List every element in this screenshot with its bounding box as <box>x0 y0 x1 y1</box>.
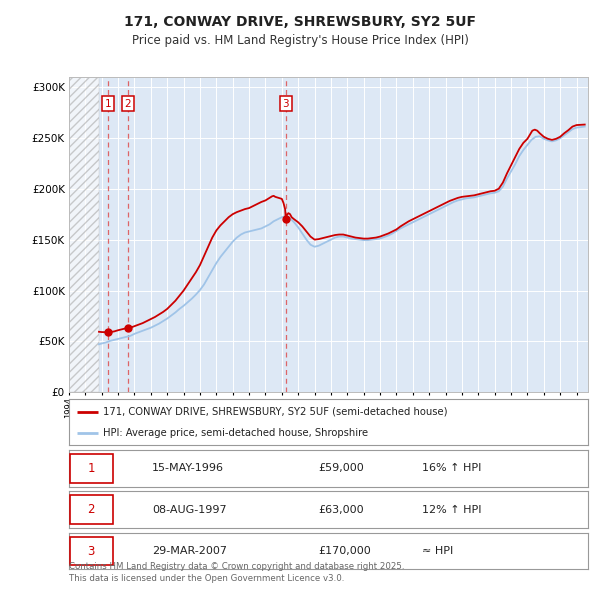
Text: HPI: Average price, semi-detached house, Shropshire: HPI: Average price, semi-detached house,… <box>103 428 368 438</box>
Text: £59,000: £59,000 <box>318 464 364 473</box>
Text: 08-AUG-1997: 08-AUG-1997 <box>152 505 227 514</box>
Text: 1: 1 <box>104 99 111 109</box>
Text: 12% ↑ HPI: 12% ↑ HPI <box>422 505 481 514</box>
Text: 2: 2 <box>125 99 131 109</box>
Text: 15-MAY-1996: 15-MAY-1996 <box>152 464 224 473</box>
Bar <box>69 77 99 392</box>
Text: Price paid vs. HM Land Registry's House Price Index (HPI): Price paid vs. HM Land Registry's House … <box>131 34 469 47</box>
FancyBboxPatch shape <box>70 496 113 524</box>
Text: 16% ↑ HPI: 16% ↑ HPI <box>422 464 481 473</box>
Text: Contains HM Land Registry data © Crown copyright and database right 2025.
This d: Contains HM Land Registry data © Crown c… <box>69 562 404 583</box>
Text: 29-MAR-2007: 29-MAR-2007 <box>152 546 227 556</box>
Text: 3: 3 <box>88 545 95 558</box>
Text: £63,000: £63,000 <box>318 505 364 514</box>
Text: 171, CONWAY DRIVE, SHREWSBURY, SY2 5UF: 171, CONWAY DRIVE, SHREWSBURY, SY2 5UF <box>124 15 476 29</box>
FancyBboxPatch shape <box>70 537 113 565</box>
Text: 2: 2 <box>88 503 95 516</box>
Text: ≈ HPI: ≈ HPI <box>422 546 453 556</box>
Text: 1: 1 <box>88 462 95 475</box>
Text: 3: 3 <box>283 99 289 109</box>
FancyBboxPatch shape <box>70 454 113 483</box>
Text: £170,000: £170,000 <box>318 546 371 556</box>
Text: 171, CONWAY DRIVE, SHREWSBURY, SY2 5UF (semi-detached house): 171, CONWAY DRIVE, SHREWSBURY, SY2 5UF (… <box>103 407 447 417</box>
